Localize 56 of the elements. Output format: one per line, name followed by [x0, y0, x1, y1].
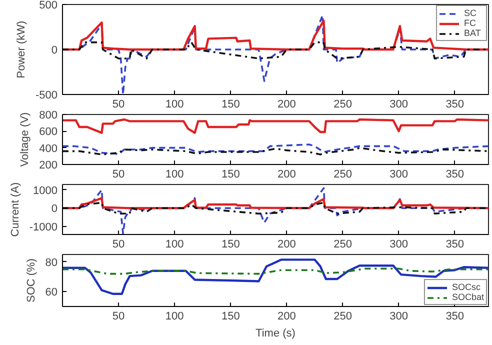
x-tick-label: 250 — [334, 168, 352, 180]
x-axis-title: Time (s) — [256, 328, 296, 340]
legend-label: SOCbat — [452, 292, 484, 302]
y-tick-label: 80 — [45, 256, 58, 269]
x-tick-label: 350 — [446, 310, 464, 322]
x-tick-label: 200 — [278, 168, 296, 180]
x-tick-label: 200 — [278, 98, 296, 110]
y-axis-title: Voltage (V) — [19, 112, 32, 167]
x-tick-label: 300 — [390, 310, 408, 322]
y-tick-label: 500 — [39, 0, 58, 12]
x-tick-label: 300 — [390, 238, 408, 250]
x-tick-label: 250 — [334, 310, 352, 322]
x-tick-label: 100 — [165, 238, 184, 250]
x-tick-label: 200 — [278, 310, 296, 322]
y-tick-label: 0 — [51, 44, 58, 56]
x-tick-label: 250 — [334, 238, 352, 250]
line-series — [62, 202, 488, 214]
line-series — [62, 144, 488, 156]
x-tick-label: 100 — [165, 310, 184, 322]
y-tick-label: 600 — [39, 126, 58, 138]
y-tick-label: 60 — [45, 286, 58, 299]
y-tick-label: -500 — [35, 90, 58, 102]
y-axis-title: SOC (%) — [25, 258, 38, 302]
y-tick-label: 400 — [39, 142, 58, 155]
x-tick-label: 350 — [446, 168, 464, 180]
y-tick-label: -1000 — [29, 221, 58, 234]
line-series — [62, 146, 488, 156]
x-tick-label: 350 — [446, 238, 464, 250]
x-tick-label: 50 — [112, 98, 125, 110]
legend-label: SOCsc — [452, 282, 480, 292]
x-tick-label: 250 — [334, 98, 352, 110]
x-tick-label: 150 — [221, 310, 240, 322]
x-tick-label: 50 — [112, 238, 125, 250]
x-tick-label: 300 — [390, 168, 408, 180]
line-series — [62, 258, 488, 295]
x-tick-label: 100 — [165, 168, 184, 180]
x-tick-label: 50 — [112, 168, 125, 180]
x-tick-label: 150 — [221, 98, 240, 110]
y-tick-label: 0 — [51, 203, 58, 216]
y-axis-title: Current (A) — [9, 182, 22, 237]
y-tick-label: 1000 — [33, 184, 58, 197]
x-tick-label: 150 — [221, 168, 240, 180]
y-tick-label: 200 — [39, 160, 58, 172]
legend-label: SC — [464, 8, 478, 18]
line-series — [62, 118, 488, 134]
y-axis-title: Power (kW) — [15, 20, 28, 78]
legend-label: BAT — [464, 28, 482, 38]
line-series — [62, 41, 488, 60]
x-tick-label: 300 — [390, 98, 408, 110]
x-tick-label: 150 — [221, 238, 240, 250]
x-tick-label: 100 — [165, 98, 184, 110]
x-tick-label: 50 — [112, 310, 125, 322]
legend-label: FC — [464, 18, 477, 28]
x-tick-label: 200 — [278, 238, 296, 250]
y-tick-label: 800 — [39, 110, 58, 122]
x-tick-label: 350 — [446, 98, 464, 110]
